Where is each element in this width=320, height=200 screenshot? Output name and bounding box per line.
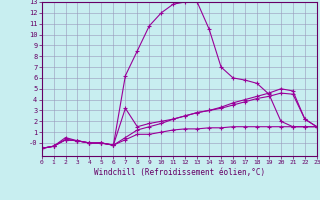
X-axis label: Windchill (Refroidissement éolien,°C): Windchill (Refroidissement éolien,°C) (94, 168, 265, 177)
